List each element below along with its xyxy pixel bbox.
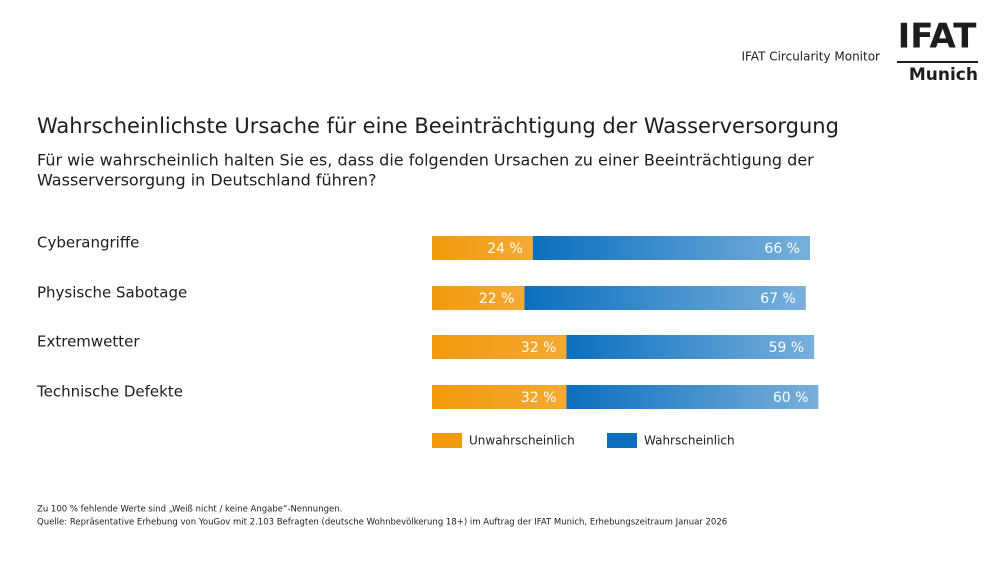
bar-segment <box>524 286 806 310</box>
monitor-label: IFAT Circularity Monitor <box>741 50 880 64</box>
value-label: 24 % <box>487 241 523 257</box>
legend-label: Wahrscheinlich <box>644 434 735 448</box>
value-label: 59 % <box>769 340 805 356</box>
bar-segment <box>432 236 533 260</box>
legend-label: Unwahrscheinlich <box>469 434 575 448</box>
footnote: Quelle: Repräsentative Erhebung von YouG… <box>37 518 727 528</box>
bar-segment <box>432 286 525 310</box>
logo-bottom: Munich <box>909 65 978 85</box>
legend-swatch <box>432 433 462 448</box>
category-label: Physische Sabotage <box>37 284 187 302</box>
bar-segment <box>566 335 815 359</box>
value-label: 22 % <box>479 291 515 307</box>
bar-segment <box>432 335 567 359</box>
category-label: Technische Defekte <box>36 383 183 401</box>
bar-segment <box>566 385 819 409</box>
value-label: 67 % <box>760 291 796 307</box>
subtitle: Für wie wahrscheinlich halten Sie es, da… <box>37 151 814 170</box>
subtitle: Wasserversorgung in Deutschland führen? <box>37 171 376 190</box>
value-label: 66 % <box>764 241 800 257</box>
category-label: Cyberangriffe <box>37 234 139 252</box>
chart-title: Wahrscheinlichste Ursache für eine Beein… <box>37 114 839 138</box>
logo-top: IFAT <box>898 17 978 57</box>
category-label: Extremwetter <box>37 333 140 351</box>
value-label: 60 % <box>773 390 809 406</box>
bar-segment <box>432 385 567 409</box>
value-label: 32 % <box>521 340 557 356</box>
footnote: Zu 100 % fehlende Werte sind „Weiß nicht… <box>37 505 342 515</box>
value-label: 32 % <box>521 390 557 406</box>
bar-segment <box>532 236 810 260</box>
legend-swatch <box>607 433 637 448</box>
